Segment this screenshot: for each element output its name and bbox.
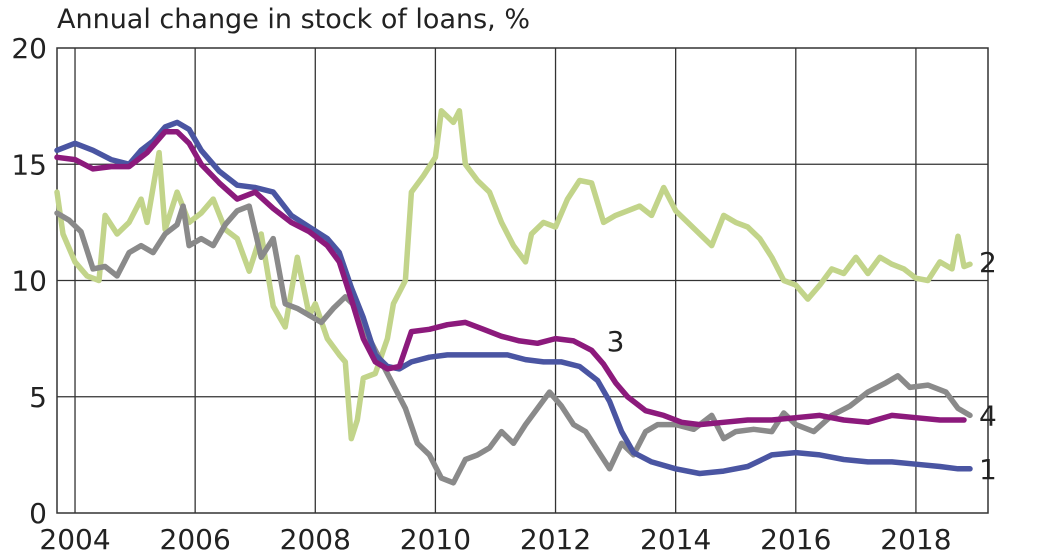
y-tick-label: 0	[29, 497, 47, 530]
x-tick-label: 2016	[760, 523, 831, 556]
chart-title: Annual change in stock of loans, %	[57, 4, 530, 35]
series-label-3: 3	[607, 325, 625, 358]
plot-border	[56, 47, 989, 514]
series-line-1	[54, 119, 973, 477]
y-tick-label: 5	[29, 381, 47, 414]
x-tick-label: 2006	[160, 523, 231, 556]
series-line-4	[54, 203, 973, 486]
x-tick-label: 2010	[400, 523, 471, 556]
y-tick-label: 15	[11, 148, 47, 181]
series-line-2	[54, 108, 973, 442]
series-labels: 1 2 3 4	[607, 246, 997, 486]
series-label-2: 2	[979, 246, 997, 279]
x-tick-label: 2008	[280, 523, 351, 556]
x-tick-label: 2004	[39, 523, 110, 556]
series-line-3	[54, 128, 967, 428]
series-label-1: 1	[979, 453, 997, 486]
y-tick-label: 10	[11, 265, 47, 298]
x-tick-label: 2012	[520, 523, 591, 556]
y-tick-label: 20	[11, 32, 47, 65]
x-tick-label: 2014	[640, 523, 711, 556]
grid-lines	[57, 48, 988, 513]
y-axis-ticks: 0 5 10 15 20	[11, 32, 47, 530]
x-tick-label: 2018	[880, 523, 951, 556]
series-label-4: 4	[979, 399, 997, 432]
series-lines	[54, 108, 973, 486]
plot-frame	[56, 47, 989, 514]
x-axis-ticks: 2004 2006 2008 2010 2012 2014 2016 2018	[39, 523, 951, 556]
